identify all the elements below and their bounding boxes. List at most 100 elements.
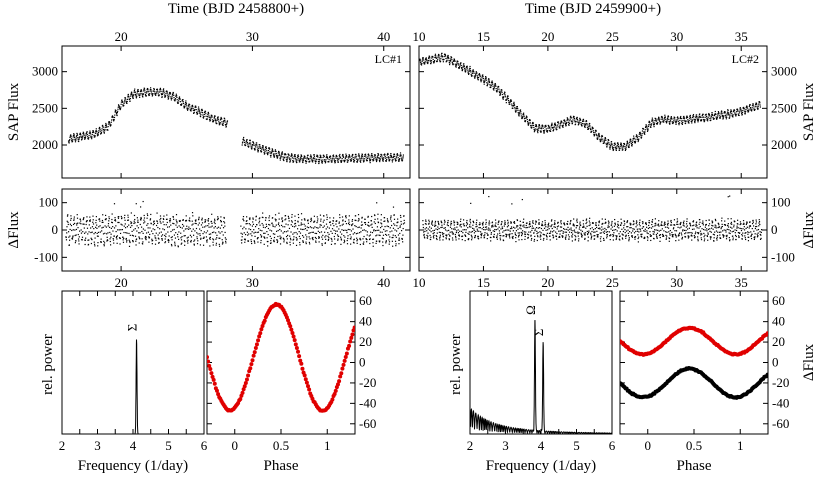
residual-point — [384, 225, 386, 228]
flux-point — [487, 83, 489, 85]
residual-point — [610, 224, 613, 226]
residual-point — [628, 237, 630, 239]
flux-point — [72, 136, 74, 138]
residual-point — [531, 229, 533, 232]
residual-point — [736, 225, 738, 227]
flux-point — [156, 88, 158, 90]
residual-point — [197, 219, 200, 221]
flux-point — [714, 114, 716, 116]
flux-point — [624, 147, 626, 149]
residual-point — [618, 227, 620, 229]
flux-point — [300, 154, 302, 156]
flux-point — [70, 138, 73, 140]
flux-point — [551, 124, 553, 126]
flux-point — [437, 58, 439, 60]
flux-point — [348, 156, 350, 158]
flux-point — [256, 148, 259, 150]
flux-point — [593, 135, 595, 137]
residual-point — [192, 215, 194, 217]
flux-point — [718, 113, 720, 115]
flux-point — [451, 62, 454, 64]
flux-point — [495, 85, 497, 87]
residual-point — [725, 229, 727, 231]
flux-point — [111, 119, 113, 121]
residual-point — [668, 240, 670, 242]
flux-point — [331, 161, 333, 163]
flux-point — [184, 105, 186, 107]
flux-point — [94, 135, 96, 137]
residual-point — [649, 226, 651, 229]
residual-point — [640, 230, 642, 232]
flux-point — [440, 56, 442, 58]
residual-point — [275, 230, 278, 232]
flux-point — [564, 120, 566, 122]
flux-point — [550, 126, 552, 128]
residual-point — [739, 232, 741, 234]
flux-point — [578, 122, 580, 124]
residual-point — [589, 222, 591, 224]
residual-point — [335, 230, 337, 232]
flux-point — [139, 90, 142, 93]
residual-point — [245, 223, 247, 225]
flux-point — [68, 141, 70, 143]
flux-point — [83, 135, 85, 137]
residual-point — [316, 226, 318, 229]
flux-point — [670, 116, 672, 118]
flux-point — [216, 119, 218, 121]
flux-point — [547, 127, 549, 129]
flux-point — [108, 121, 110, 123]
residual-point — [695, 225, 697, 227]
residual-point — [592, 229, 595, 231]
residual-point — [341, 216, 344, 218]
residual-point — [609, 235, 611, 237]
residual-point — [500, 224, 502, 226]
residual-point — [368, 235, 370, 237]
flux-point — [224, 119, 226, 121]
residual-point — [526, 222, 528, 224]
flux-point — [521, 117, 523, 119]
flux-point — [82, 131, 84, 133]
residual-point — [298, 216, 300, 219]
residual-point — [462, 219, 465, 221]
residual-point — [309, 243, 311, 245]
residual-point — [305, 238, 308, 240]
flux-point — [370, 156, 372, 158]
residual-point — [287, 230, 289, 232]
flux-point — [106, 126, 108, 128]
residual-point — [428, 226, 431, 228]
residual-point — [258, 220, 261, 222]
residual-point — [740, 223, 742, 225]
flux-point — [577, 120, 579, 122]
flux-point — [556, 126, 558, 128]
flux-point — [257, 149, 259, 152]
flux-point — [695, 117, 697, 119]
flux-point — [104, 126, 106, 128]
residual-point — [697, 236, 699, 238]
residual-point — [738, 235, 740, 237]
flux-point — [639, 131, 641, 133]
residual-point — [742, 232, 744, 234]
residual-point — [298, 224, 300, 227]
flux-point — [447, 56, 450, 59]
residual-point — [744, 237, 746, 239]
flux-point — [427, 59, 429, 62]
flux-point — [274, 153, 276, 155]
flux-point — [477, 77, 479, 79]
residual-point — [517, 236, 520, 238]
residual-point — [270, 237, 272, 240]
residual-point — [525, 227, 527, 229]
residual-outlier — [142, 200, 144, 203]
flux-point — [569, 120, 571, 122]
residual-point — [199, 244, 202, 246]
flux-point — [195, 105, 197, 107]
flux-point — [484, 79, 486, 81]
flux-point — [326, 156, 328, 158]
residual-point — [184, 235, 186, 237]
residual-point — [170, 243, 173, 246]
flux-point — [637, 138, 639, 141]
residual-point — [260, 236, 262, 238]
residual-point — [757, 235, 759, 237]
residual-point — [634, 236, 636, 239]
residual-point — [179, 226, 182, 228]
flux-point — [318, 160, 320, 162]
